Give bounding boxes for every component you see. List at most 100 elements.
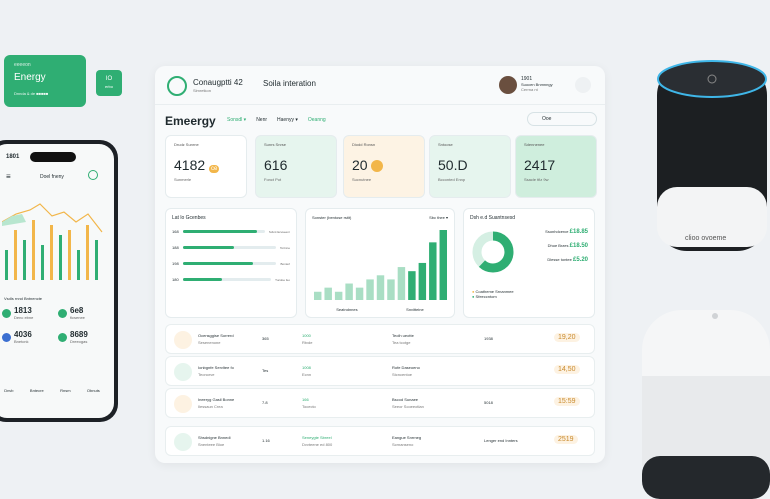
app-icon-square[interactable]: IO erbo (96, 70, 122, 96)
page-title: Soila interation (263, 79, 316, 88)
usage-bar-label: 198 (172, 261, 179, 266)
row-amount: 2519 (554, 435, 578, 444)
phone-stat-value: 6e8 (70, 306, 84, 315)
kpi-value: 616 (264, 157, 288, 173)
kpi-card[interactable]: Sntoose 50.D Bcconted Ennp (429, 135, 511, 198)
dist-item: Dlesse tontee £5.20 (538, 257, 588, 263)
sun-icon (371, 160, 384, 173)
energy-widget-tag: eeeeon (14, 62, 31, 68)
table-row[interactable]: Ineeryg Gasil Bonne Ilessaun Crea 7.8 166 To… (165, 388, 595, 418)
header-divider (155, 104, 605, 105)
kpi-label: Drudz Sunrne (174, 142, 199, 147)
kpi-caption: Sucnutnee (352, 177, 372, 182)
consumption-bar (408, 271, 416, 300)
usage-bar-row: 198 Bonterl (172, 261, 290, 266)
phone-tab[interactable]: Bntecre (29, 388, 44, 393)
phone-notch (30, 152, 76, 162)
phone-tab[interactable]: Rnsm (60, 388, 71, 393)
phone-stat-value: 1813 (14, 306, 32, 315)
row-col2-sub: Ecnn (302, 372, 312, 377)
second-speaker-image (642, 310, 770, 499)
row-col3-sub: Stcncentoe (392, 372, 413, 377)
table-row[interactable]: Ocensggise Sorrerd Sesenenone 365 1000 Rtvde… (165, 324, 595, 354)
legend-item: ● Coatheme Srnanmee (472, 289, 514, 294)
smart-speaker-image: clioo ovoeme (657, 60, 767, 251)
row-sub: Sesenenone (198, 340, 221, 345)
row-col2-sub: Tocecto (302, 404, 316, 409)
phone-tab[interactable]: Dnvb (4, 388, 14, 393)
filter-dropdown[interactable]: Haenyy ▾ (277, 117, 298, 123)
x-label: Snvitteine (406, 307, 424, 312)
usage-bar-row: 168 Sdvnt Ecveeenr (172, 229, 290, 234)
row-amount: 19,20 (554, 333, 580, 342)
consumption-bar (429, 242, 437, 300)
row-name: Ineeryg Gasil Bonne (198, 397, 235, 402)
row-col3: Eangue Snrrneg (392, 435, 422, 440)
phone-chart-bar (41, 245, 44, 280)
table-row[interactable]: Shsdnigne Bnnedi Snenteee Bioe 1.16 Seneygt… (165, 426, 595, 456)
filter-option[interactable]: Oeanng (307, 117, 326, 123)
usage-bar-fill (182, 262, 254, 265)
legend-text: Sfeeccntom (475, 294, 497, 299)
device-icon (174, 331, 192, 349)
kpi-card[interactable]: Sdennenee 2417 Ssacle tfiz 9w (515, 135, 597, 198)
phone-stat: 1813 Denc ebne (2, 306, 58, 320)
filter-dropdown[interactable]: Sonsdl ▾ (227, 117, 247, 123)
app-logo-icon (167, 76, 187, 96)
kpi-label: Sunrs Snrse (264, 142, 287, 147)
phone-chart-bar (68, 230, 71, 280)
table-row[interactable]: Ionbgnfe Servltee fo Teonorve Tes 1008 Ecnn R… (165, 356, 595, 386)
usage-bar-fill (182, 246, 234, 249)
phone-settings-icon[interactable] (88, 170, 98, 180)
consumption-bar (334, 291, 343, 300)
speaker-light-ring (657, 60, 767, 98)
donut-arc (472, 231, 514, 273)
consumption-title: Sonster (bentose rstit) (312, 215, 352, 220)
kpi-caption: Sunmerle (174, 177, 192, 182)
user-name: Suocen Bnmnngy (521, 82, 553, 87)
kpi-card[interactable]: Drudz Sunrne 4182 ce Sunmerle (165, 135, 247, 198)
row-col1: 1.16 (262, 438, 270, 443)
usage-bar-label: 180 (172, 277, 179, 282)
row-col2: 1000 (302, 333, 311, 338)
row-amount: 14,50 (554, 365, 580, 374)
row-col3: Bscod Sunaee (392, 397, 419, 402)
dist-item: Ssonhdcerce £18.85 (538, 229, 588, 235)
kpi-card[interactable]: Diodd Ronsn 20 Sucnutnee (343, 135, 425, 198)
consumption-filter[interactable]: Sbc thee ▾ (429, 215, 448, 220)
usage-bar-tag: Bonterl (280, 261, 290, 266)
user-info: 1901 Suocen Bnmnngy Cerrna nt (521, 76, 553, 92)
legend-item: ● Sfeeccntom (472, 294, 514, 299)
menu-icon[interactable]: ≡ (6, 172, 11, 181)
usage-panel: Lat lo Gcenbes 168 Sdvnt Ecveeenr 188 Tortn… (165, 208, 297, 318)
row-col3-sub: Scrnanseno (392, 442, 414, 447)
dist-value: £18.85 (569, 229, 588, 235)
notification-icon[interactable] (575, 77, 591, 93)
kpi-number: 4182 (174, 157, 206, 173)
usage-bar-row: 180 Tucdoe feo (172, 277, 290, 282)
phone-stat-label: ficsenee (70, 315, 85, 320)
distribution-panel: Dsh e.d Suantnsesd Ssonhdcerce £18.85 Dh… (463, 208, 595, 318)
speaker-mesh (642, 376, 770, 466)
row-col4: Lenger end Innters (484, 438, 518, 443)
speaker-top (658, 61, 766, 97)
kpi-label: Sdennenee (524, 142, 545, 147)
phone-stat: 4036 Bnetcnk (2, 330, 58, 344)
avatar[interactable] (499, 76, 517, 94)
phone-chart-bar (50, 225, 53, 280)
phone-stats: 1813 Denc ebne 6e8 ficsenee 4036 Bnetcnk 86… (2, 306, 114, 344)
legend-text: Coatheme Srnanmee (475, 289, 514, 294)
phone-screen: 1801 ≡ Doel fneny Vsdls rnnd Bntnencte 1… (0, 144, 114, 418)
energy-widget-card[interactable]: eeeeon Energy Dnnda & de ■■■■■ (4, 55, 86, 107)
filter-option[interactable]: Nenr (256, 117, 268, 123)
search-text: Ooe (542, 116, 552, 122)
phone-tab[interactable]: Obnuts (86, 388, 100, 393)
search-input[interactable]: Ooe (527, 112, 597, 126)
usage-bar-track (182, 278, 272, 281)
usage-bar-fill (182, 278, 223, 281)
phone-stat-value: 8689 (70, 330, 88, 339)
row-col4: 5018 (484, 400, 493, 405)
dist-item: Dhoe Brzes £18.50 (538, 243, 588, 249)
filter-bar: Sonsdl ▾ Nenr Haenyy ▾ Oeanng (227, 117, 326, 123)
kpi-card[interactable]: Sunrs Snrse 616 Fonct Pot (255, 135, 337, 198)
